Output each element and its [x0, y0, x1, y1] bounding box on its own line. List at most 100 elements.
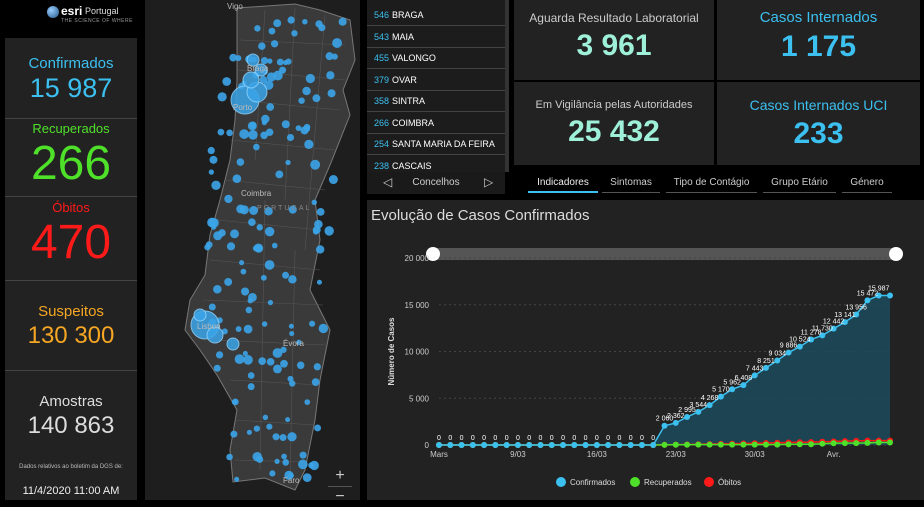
case-point	[249, 206, 259, 215]
range-handle-left[interactable]	[426, 247, 440, 261]
data-point	[526, 442, 533, 448]
case-point	[305, 73, 315, 84]
case-point	[268, 27, 276, 35]
indicator-aguarda-value: 3 961	[576, 29, 652, 62]
case-point	[308, 462, 315, 469]
case-point	[318, 323, 329, 334]
map-view[interactable]: Vigo Braga Porto Coimbra PORTUGAL Lisbon…	[145, 0, 360, 500]
chart-svg[interactable]: 0 5 000 10 000 15 000 20 000 Número de Casos M…	[367, 200, 924, 500]
x-tick-label: Mars	[430, 450, 448, 459]
data-point	[661, 441, 668, 448]
case-point	[260, 274, 267, 281]
indicator-internados-label: Casos Internados	[759, 9, 878, 26]
data-point	[571, 442, 578, 448]
case-point	[298, 459, 308, 470]
case-point	[266, 103, 275, 111]
case-point	[274, 458, 280, 464]
case-point	[236, 158, 245, 166]
data-point	[853, 440, 860, 447]
portugal-outline	[184, 3, 356, 491]
case-point	[289, 330, 295, 337]
data-point	[796, 343, 803, 350]
tab-sintomas[interactable]: Sintomas	[602, 173, 660, 193]
data-point	[627, 442, 634, 448]
y-tick-label: 10 000	[405, 348, 430, 357]
stat-confirmados: Confirmados 15 987	[5, 55, 137, 102]
map-canvas[interactable]	[145, 0, 360, 500]
data-point	[762, 441, 769, 448]
concelhos-scrollbar[interactable]	[505, 0, 509, 172]
case-point	[302, 473, 312, 482]
case-point	[234, 354, 245, 365]
concelho-row[interactable]: 254 SANTA MARIA DA FEIRA	[367, 134, 505, 155]
map-label-vigo: Vigo	[227, 2, 243, 11]
case-point	[267, 299, 274, 306]
brand-logo: esri Portugal THE SCIENCE OF WHERE	[5, 0, 137, 30]
case-point	[312, 229, 319, 235]
concelho-row[interactable]: 358 SINTRA	[367, 91, 505, 112]
data-label: 11 278	[801, 330, 822, 337]
concelho-row[interactable]: 455 VALONGO	[367, 48, 505, 69]
case-point	[243, 355, 253, 365]
data-label: 9 034	[768, 351, 786, 358]
data-point	[796, 441, 803, 448]
case-point	[338, 17, 347, 26]
data-label: 0	[584, 435, 588, 442]
brand-tagline: THE SCIENCE OF WHERE	[61, 18, 133, 24]
stat-amostras-value: 140 863	[27, 412, 115, 439]
case-point	[324, 226, 334, 236]
data-point	[605, 442, 612, 448]
stat-obitos: Óbitos 470	[5, 200, 137, 267]
data-label: 5 170	[712, 387, 730, 394]
concelho-name: OVAR	[392, 74, 417, 85]
case-point	[282, 271, 290, 279]
indicator-vigilancia-label: Em Vigilância pelas Autoridades	[535, 99, 693, 111]
concelho-row[interactable]: 543 MAIA	[367, 27, 505, 48]
case-point	[245, 306, 253, 314]
concelhos-nav-label: Concelhos	[412, 177, 460, 188]
data-label: 0	[460, 435, 464, 442]
zoom-in-button[interactable]: +	[335, 467, 345, 484]
tab-tipo-contagio[interactable]: Tipo de Contágio	[666, 173, 757, 193]
data-label: 4 268	[701, 395, 719, 402]
data-label: 0	[561, 435, 565, 442]
case-point	[222, 77, 232, 86]
case-point	[325, 52, 334, 61]
data-label: 5 962	[723, 379, 741, 386]
concelho-count: 254	[374, 139, 390, 149]
case-point	[262, 414, 269, 421]
data-point	[785, 441, 792, 448]
concelho-row[interactable]: 379 OVAR	[367, 70, 505, 91]
concelhos-list[interactable]: 546 BRAGA 543 MAIA 455 VALONGO 379 OVAR 358 SINTR…	[367, 0, 505, 177]
data-label: 8 251	[757, 358, 775, 365]
zoom-out-button[interactable]: −	[328, 486, 352, 507]
stat-obitos-value: 470	[30, 216, 112, 269]
tab-indicadores[interactable]: Indicadores	[528, 173, 598, 193]
data-point	[853, 311, 860, 318]
case-point	[266, 72, 276, 82]
case-point	[302, 86, 311, 96]
data-point	[661, 422, 668, 429]
case-point	[253, 143, 260, 151]
stat-obitos-label: Óbitos	[52, 200, 90, 215]
concelho-row[interactable]: 546 BRAGA	[367, 5, 505, 26]
tab-grupo-etario[interactable]: Grupo Etário	[763, 173, 836, 193]
data-point	[819, 332, 826, 339]
bulletin-date: 11/4/2020 11:00 AM	[22, 485, 120, 497]
case-point	[291, 30, 298, 37]
indicator-aguarda: Aguarda Resultado Laboratorial 3 961	[514, 0, 714, 80]
tab-genero[interactable]: Género	[842, 173, 892, 193]
case-point	[259, 76, 268, 84]
next-arrow-icon[interactable]: ▷	[484, 175, 494, 189]
data-point	[684, 413, 691, 420]
data-label: 0	[527, 435, 531, 442]
prev-arrow-icon[interactable]: ◁	[383, 175, 393, 189]
case-point	[288, 472, 294, 479]
case-point	[313, 363, 321, 371]
range-handle-right[interactable]	[889, 247, 903, 261]
legend-swatch	[630, 477, 640, 487]
case-point	[226, 129, 233, 137]
stat-recuperados-label: Recuperados	[32, 121, 110, 136]
concelho-row[interactable]: 266 COIMBRA	[367, 113, 505, 134]
case-point	[281, 120, 290, 129]
